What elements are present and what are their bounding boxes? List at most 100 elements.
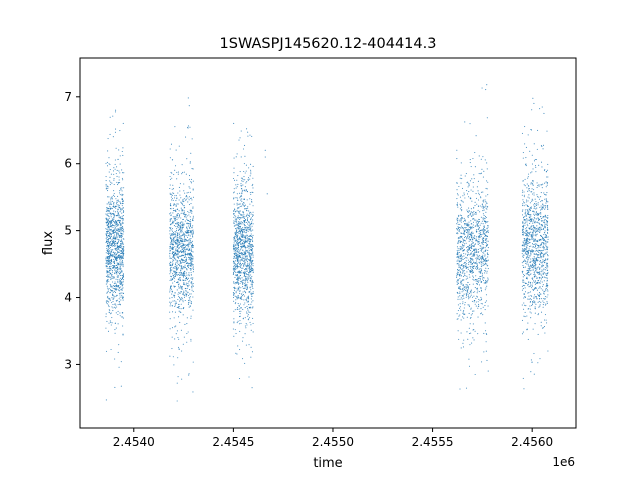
data-point [233, 293, 235, 295]
data-point [476, 220, 478, 222]
data-point [119, 280, 121, 282]
data-point [108, 263, 110, 265]
data-point [487, 224, 489, 227]
data-point [191, 211, 193, 213]
data-point [121, 218, 123, 220]
data-point [108, 220, 110, 223]
data-point [190, 152, 192, 154]
data-point [544, 254, 546, 256]
data-point [192, 188, 194, 190]
data-point [241, 221, 243, 223]
data-point [111, 203, 113, 205]
data-point [484, 269, 486, 272]
data-point [462, 290, 464, 292]
data-point [468, 233, 470, 235]
data-point [106, 165, 109, 167]
data-point [186, 230, 188, 232]
data-point [464, 243, 466, 245]
data-point [461, 298, 463, 300]
data-point [235, 243, 237, 245]
data-point [456, 283, 458, 285]
data-point [117, 255, 120, 257]
data-point [112, 277, 114, 279]
data-point [183, 273, 185, 276]
data-point [119, 226, 121, 229]
data-point [118, 290, 120, 292]
data-point [538, 246, 540, 248]
data-point [473, 218, 475, 220]
data-point [457, 223, 459, 225]
data-point [119, 312, 121, 314]
data-point [232, 328, 234, 330]
data-point [172, 273, 174, 275]
data-point [238, 283, 240, 286]
data-point [108, 163, 110, 165]
data-point [252, 322, 254, 325]
data-point [118, 149, 120, 151]
data-point [521, 191, 523, 193]
data-point [185, 239, 187, 241]
data-point [241, 267, 243, 269]
data-point [114, 241, 116, 243]
data-point [251, 260, 253, 262]
data-point [243, 245, 245, 248]
data-point [250, 173, 252, 175]
data-point [478, 233, 480, 235]
data-point [115, 207, 117, 209]
data-point [458, 255, 460, 257]
data-point [119, 163, 121, 165]
data-point [250, 211, 252, 213]
data-point [116, 200, 118, 202]
data-point [234, 215, 236, 217]
data-point [171, 177, 173, 179]
data-point [240, 307, 242, 309]
data-point [106, 297, 109, 299]
data-point [169, 297, 171, 299]
data-point [123, 211, 125, 213]
data-point [113, 214, 115, 216]
data-point [239, 222, 241, 224]
data-point [250, 279, 252, 282]
data-point [462, 316, 464, 318]
data-point [461, 218, 463, 220]
data-point [527, 210, 529, 212]
data-point [486, 282, 488, 284]
data-point [459, 271, 461, 274]
data-point [460, 297, 462, 299]
data-point [248, 264, 251, 266]
data-point [544, 258, 547, 260]
data-point [466, 331, 468, 333]
data-point [466, 255, 469, 257]
data-point [539, 358, 541, 360]
data-point [463, 221, 465, 223]
data-point [184, 136, 187, 138]
data-point [235, 184, 237, 186]
data-point [475, 236, 477, 238]
data-point [522, 205, 524, 207]
data-point [487, 244, 489, 246]
data-point [248, 250, 250, 252]
data-point [117, 241, 119, 243]
data-point [480, 172, 483, 174]
data-point [527, 245, 529, 247]
data-point [119, 259, 121, 261]
data-point [122, 292, 124, 294]
data-point [121, 233, 123, 235]
data-point [240, 296, 243, 298]
data-point [531, 188, 533, 190]
data-point [171, 233, 173, 235]
data-point [236, 258, 238, 260]
data-point [233, 271, 235, 274]
data-point [458, 287, 460, 289]
data-point [178, 287, 180, 289]
data-point [113, 217, 115, 219]
data-point [251, 225, 253, 227]
data-point [456, 158, 458, 160]
data-point [117, 158, 119, 160]
data-point [463, 232, 465, 234]
data-point [189, 293, 191, 295]
data-point [252, 183, 254, 185]
data-point [183, 279, 185, 281]
data-point [521, 289, 524, 291]
data-point [475, 280, 477, 282]
